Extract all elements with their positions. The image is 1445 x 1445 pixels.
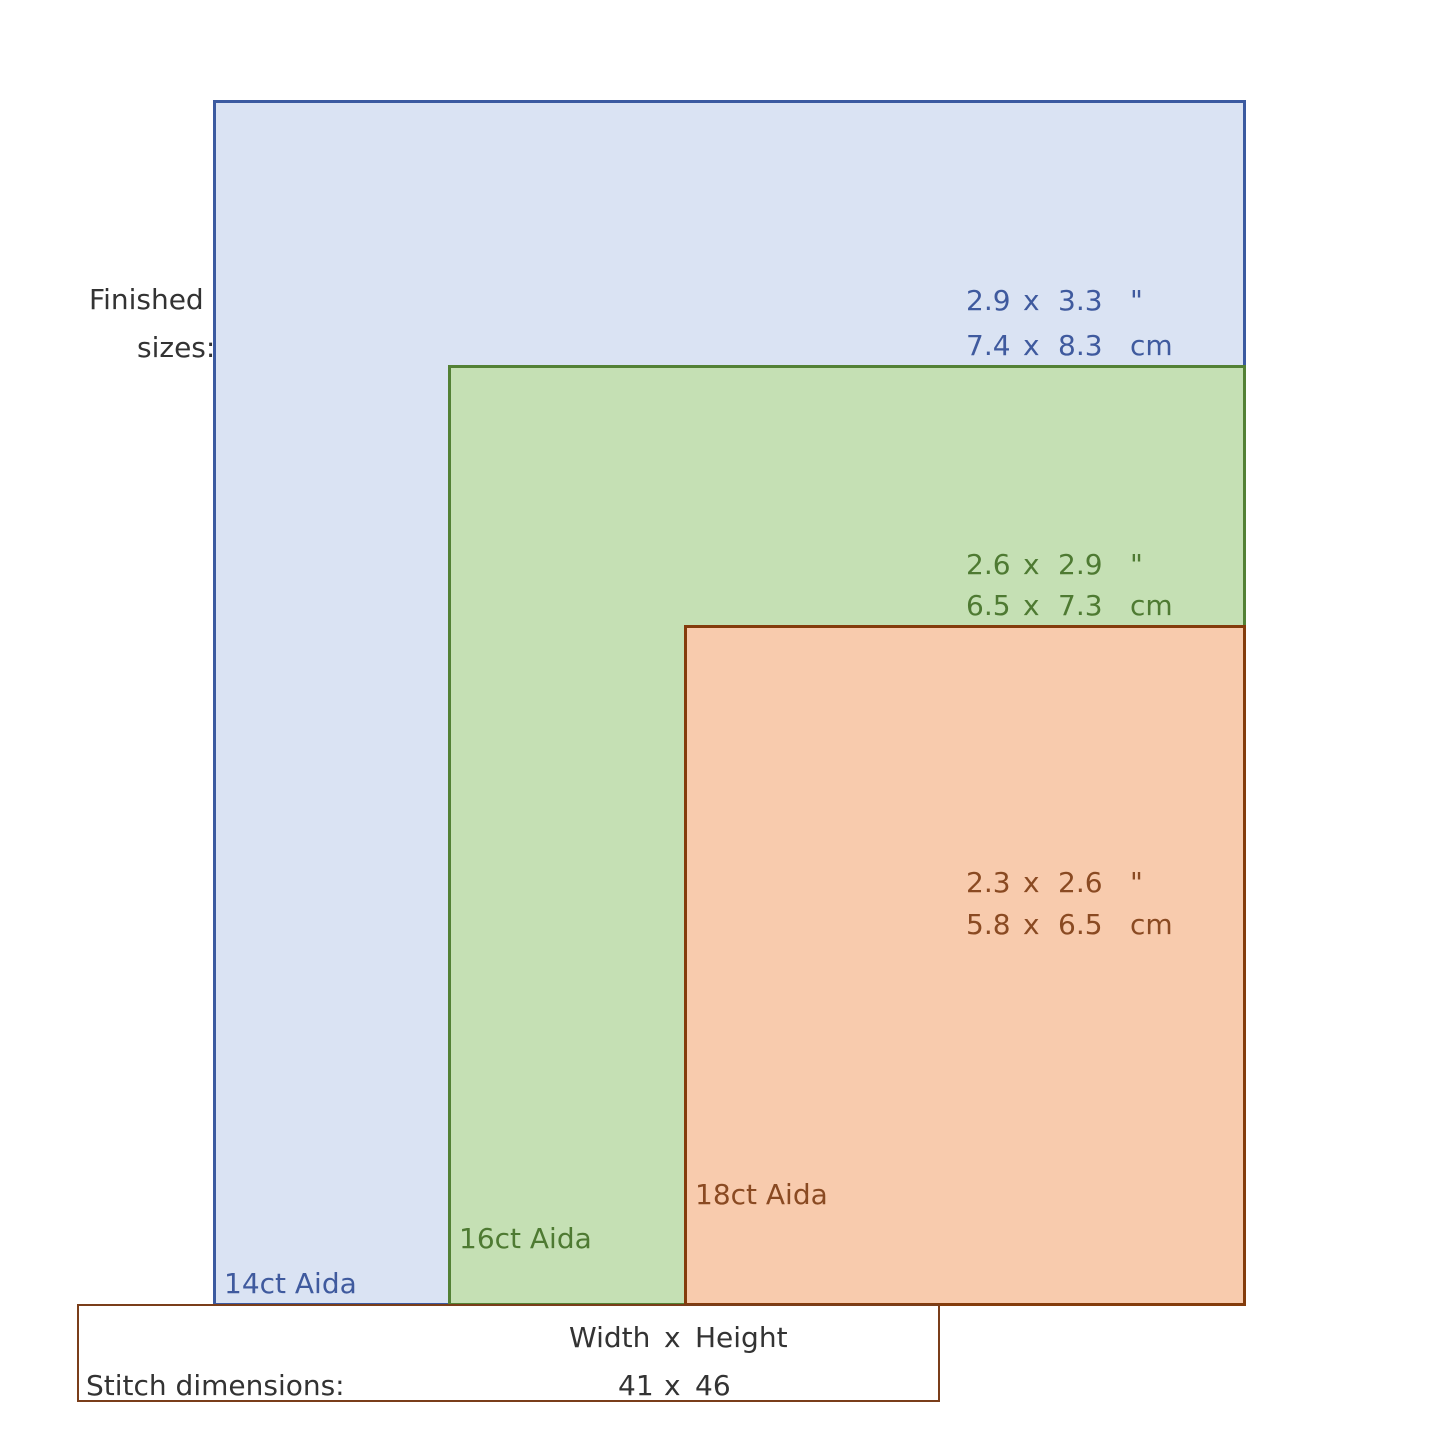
fabric-16ct-label: 16ct Aida [459,1222,592,1255]
finished-sizes-label-line2: sizes: [137,331,216,364]
times-sign: x [1023,866,1040,899]
times-sign: x [1023,548,1040,581]
fabric-18ct-label: 18ct Aida [695,1178,828,1211]
unit: cm [1130,329,1173,362]
times-sign: x [664,1321,681,1354]
stitch-dimensions-label: Stitch dimensions: [86,1369,345,1402]
height-value: 3.3 [1058,284,1103,317]
fabric-18ct-rect [684,625,1246,1306]
unit: " [1130,548,1143,581]
times-sign: x [664,1369,681,1402]
unit: cm [1130,589,1173,622]
unit: cm [1130,908,1173,941]
height-value: 2.9 [1058,548,1103,581]
width-value: 2.3 [966,866,1011,899]
width-value: 2.6 [966,548,1011,581]
stitch-width-value: 41 [618,1369,654,1402]
height-value: 7.3 [1058,589,1103,622]
stitch-dimensions-box: Width x Height Stitch dimensions: 41 x 4… [77,1304,940,1402]
times-sign: x [1023,589,1040,622]
height-value: 8.3 [1058,329,1103,362]
width-value: 5.8 [966,908,1011,941]
width-header: Width [569,1321,651,1354]
unit: " [1130,866,1143,899]
times-sign: x [1023,908,1040,941]
fabric-14ct-label: 14ct Aida [224,1267,357,1300]
stitch-height-value: 46 [695,1369,731,1402]
width-value: 7.4 [966,329,1011,362]
width-value: 2.9 [966,284,1011,317]
times-sign: x [1023,284,1040,317]
height-value: 2.6 [1058,866,1103,899]
width-value: 6.5 [966,589,1011,622]
times-sign: x [1023,329,1040,362]
height-header: Height [695,1321,788,1354]
unit: " [1130,284,1143,317]
finished-sizes-label-line1: Finished [89,283,204,316]
height-value: 6.5 [1058,908,1103,941]
